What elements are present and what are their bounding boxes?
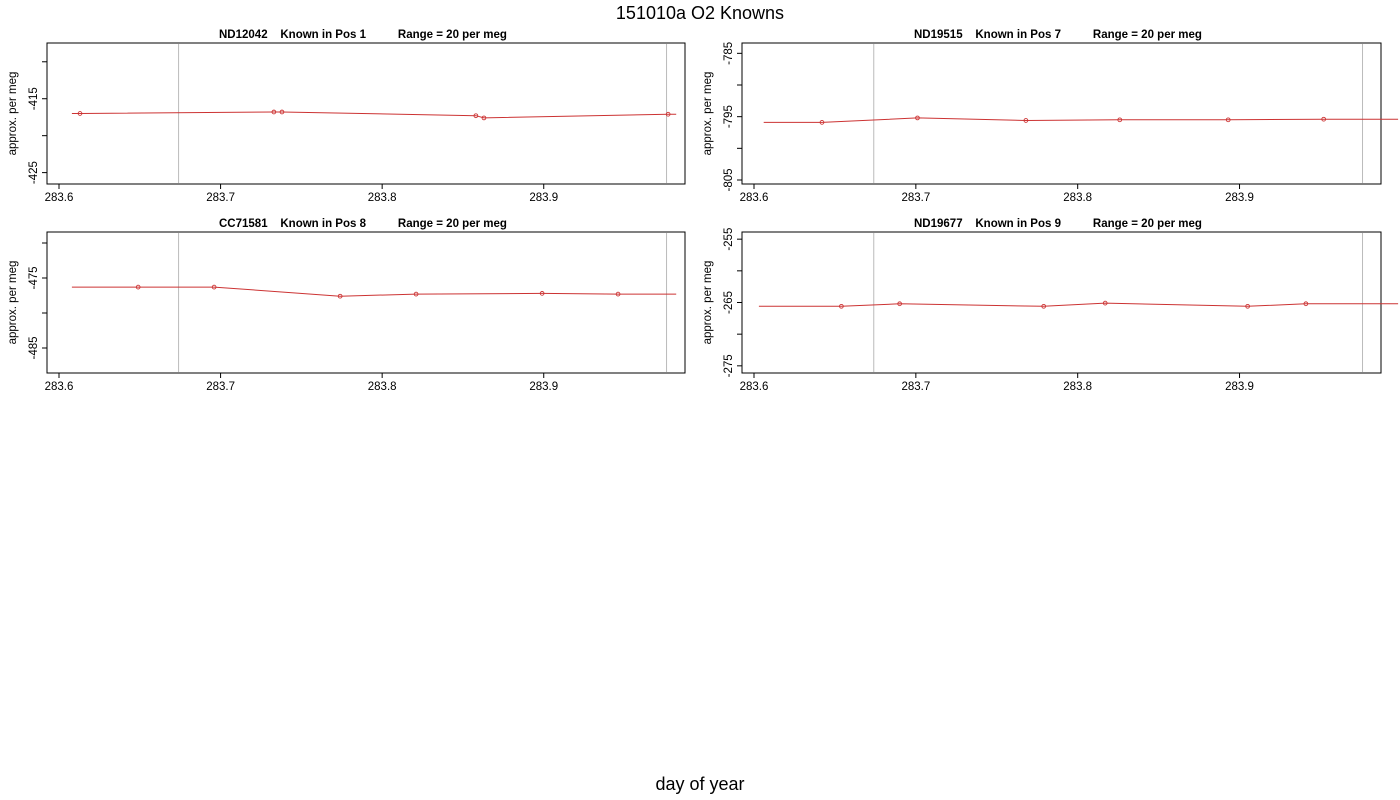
chart-panel-1: ND12042 Known in Pos 1 Range = 20 per me… [7,29,686,204]
page-title: 151010a O2 Knowns [615,3,785,23]
plot-frame [741,231,1382,374]
chart-panel-3: CC71581 Known in Pos 8 Range = 20 per me… [7,218,686,393]
x-tick-label: 283.6 [45,192,74,204]
panel-title: ND19677 Known in Pos 9 Range = 20 per me… [914,218,1202,230]
data-point [1303,301,1309,307]
x-axis-title: day of year [655,774,745,794]
x-tick-label: 283.9 [529,381,558,393]
data-point [539,291,545,296]
data-point [1023,118,1029,123]
plot-frame [741,42,1382,185]
y-axis-title: approx. per meg [702,261,714,345]
x-tick-label: 283.8 [368,192,397,204]
data-point [915,115,920,121]
y-tick-label: -265 [723,291,735,314]
x-tick-label: 283.6 [45,381,74,393]
x-tick-label: 283.7 [206,381,235,393]
series-line [71,286,677,297]
data-point [897,301,903,307]
y-tick-label: -485 [28,336,40,359]
y-tick-label: -785 [723,42,735,65]
data-point [819,120,825,125]
data-point [665,111,671,117]
data-point [135,284,141,290]
y-tick-label: -795 [723,105,735,128]
x-tick-label: 283.6 [740,381,769,393]
chart-panel-2: ND19515 Known in Pos 7 Range = 20 per me… [702,29,1399,204]
series-line [763,117,1399,123]
panel-title: CC71581 Known in Pos 8 Range = 20 per me… [219,218,507,230]
data-point [271,109,277,115]
x-tick-label: 283.8 [1063,381,1092,393]
y-tick-label: -475 [28,266,40,289]
x-tick-label: 283.7 [901,381,930,393]
x-tick-label: 283.9 [1225,192,1254,204]
x-tick-label: 283.7 [206,192,235,204]
data-point [1102,300,1108,306]
data-point [1117,117,1123,123]
panel-title: ND19515 Known in Pos 7 Range = 20 per me… [914,29,1202,41]
x-tick-label: 283.8 [1063,192,1092,204]
x-tick-label: 283.6 [740,192,769,204]
series-line [758,302,1399,307]
data-point [1245,303,1250,309]
data-point [473,113,479,119]
chart-panel-4: ND19677 Known in Pos 9 Range = 20 per me… [702,218,1399,393]
y-axis-title: approx. per meg [7,261,19,345]
x-tick-label: 283.9 [1225,381,1254,393]
data-point [211,284,217,290]
panel-title: ND12042 Known in Pos 1 Range = 20 per me… [219,29,507,41]
x-tick-label: 283.9 [529,192,558,204]
y-tick-label: -415 [28,87,40,110]
series-line [71,111,677,119]
data-point [615,291,621,297]
y-axis-title: approx. per meg [7,72,19,156]
x-tick-label: 283.8 [368,381,397,393]
data-point [481,115,487,121]
y-tick-label: -255 [723,228,735,251]
plot-frame [46,231,686,374]
data-point [337,293,343,299]
y-tick-label: -275 [723,354,735,377]
data-point [1321,116,1327,122]
y-axis-title: approx. per meg [702,72,714,156]
y-tick-label: -425 [28,161,40,184]
data-point [279,109,285,115]
data-point [839,303,844,309]
x-tick-label: 283.7 [901,192,930,204]
y-tick-label: -805 [723,168,735,191]
data-point [1041,303,1047,309]
data-point [1225,117,1231,123]
data-point [413,291,419,297]
data-point [77,111,83,116]
